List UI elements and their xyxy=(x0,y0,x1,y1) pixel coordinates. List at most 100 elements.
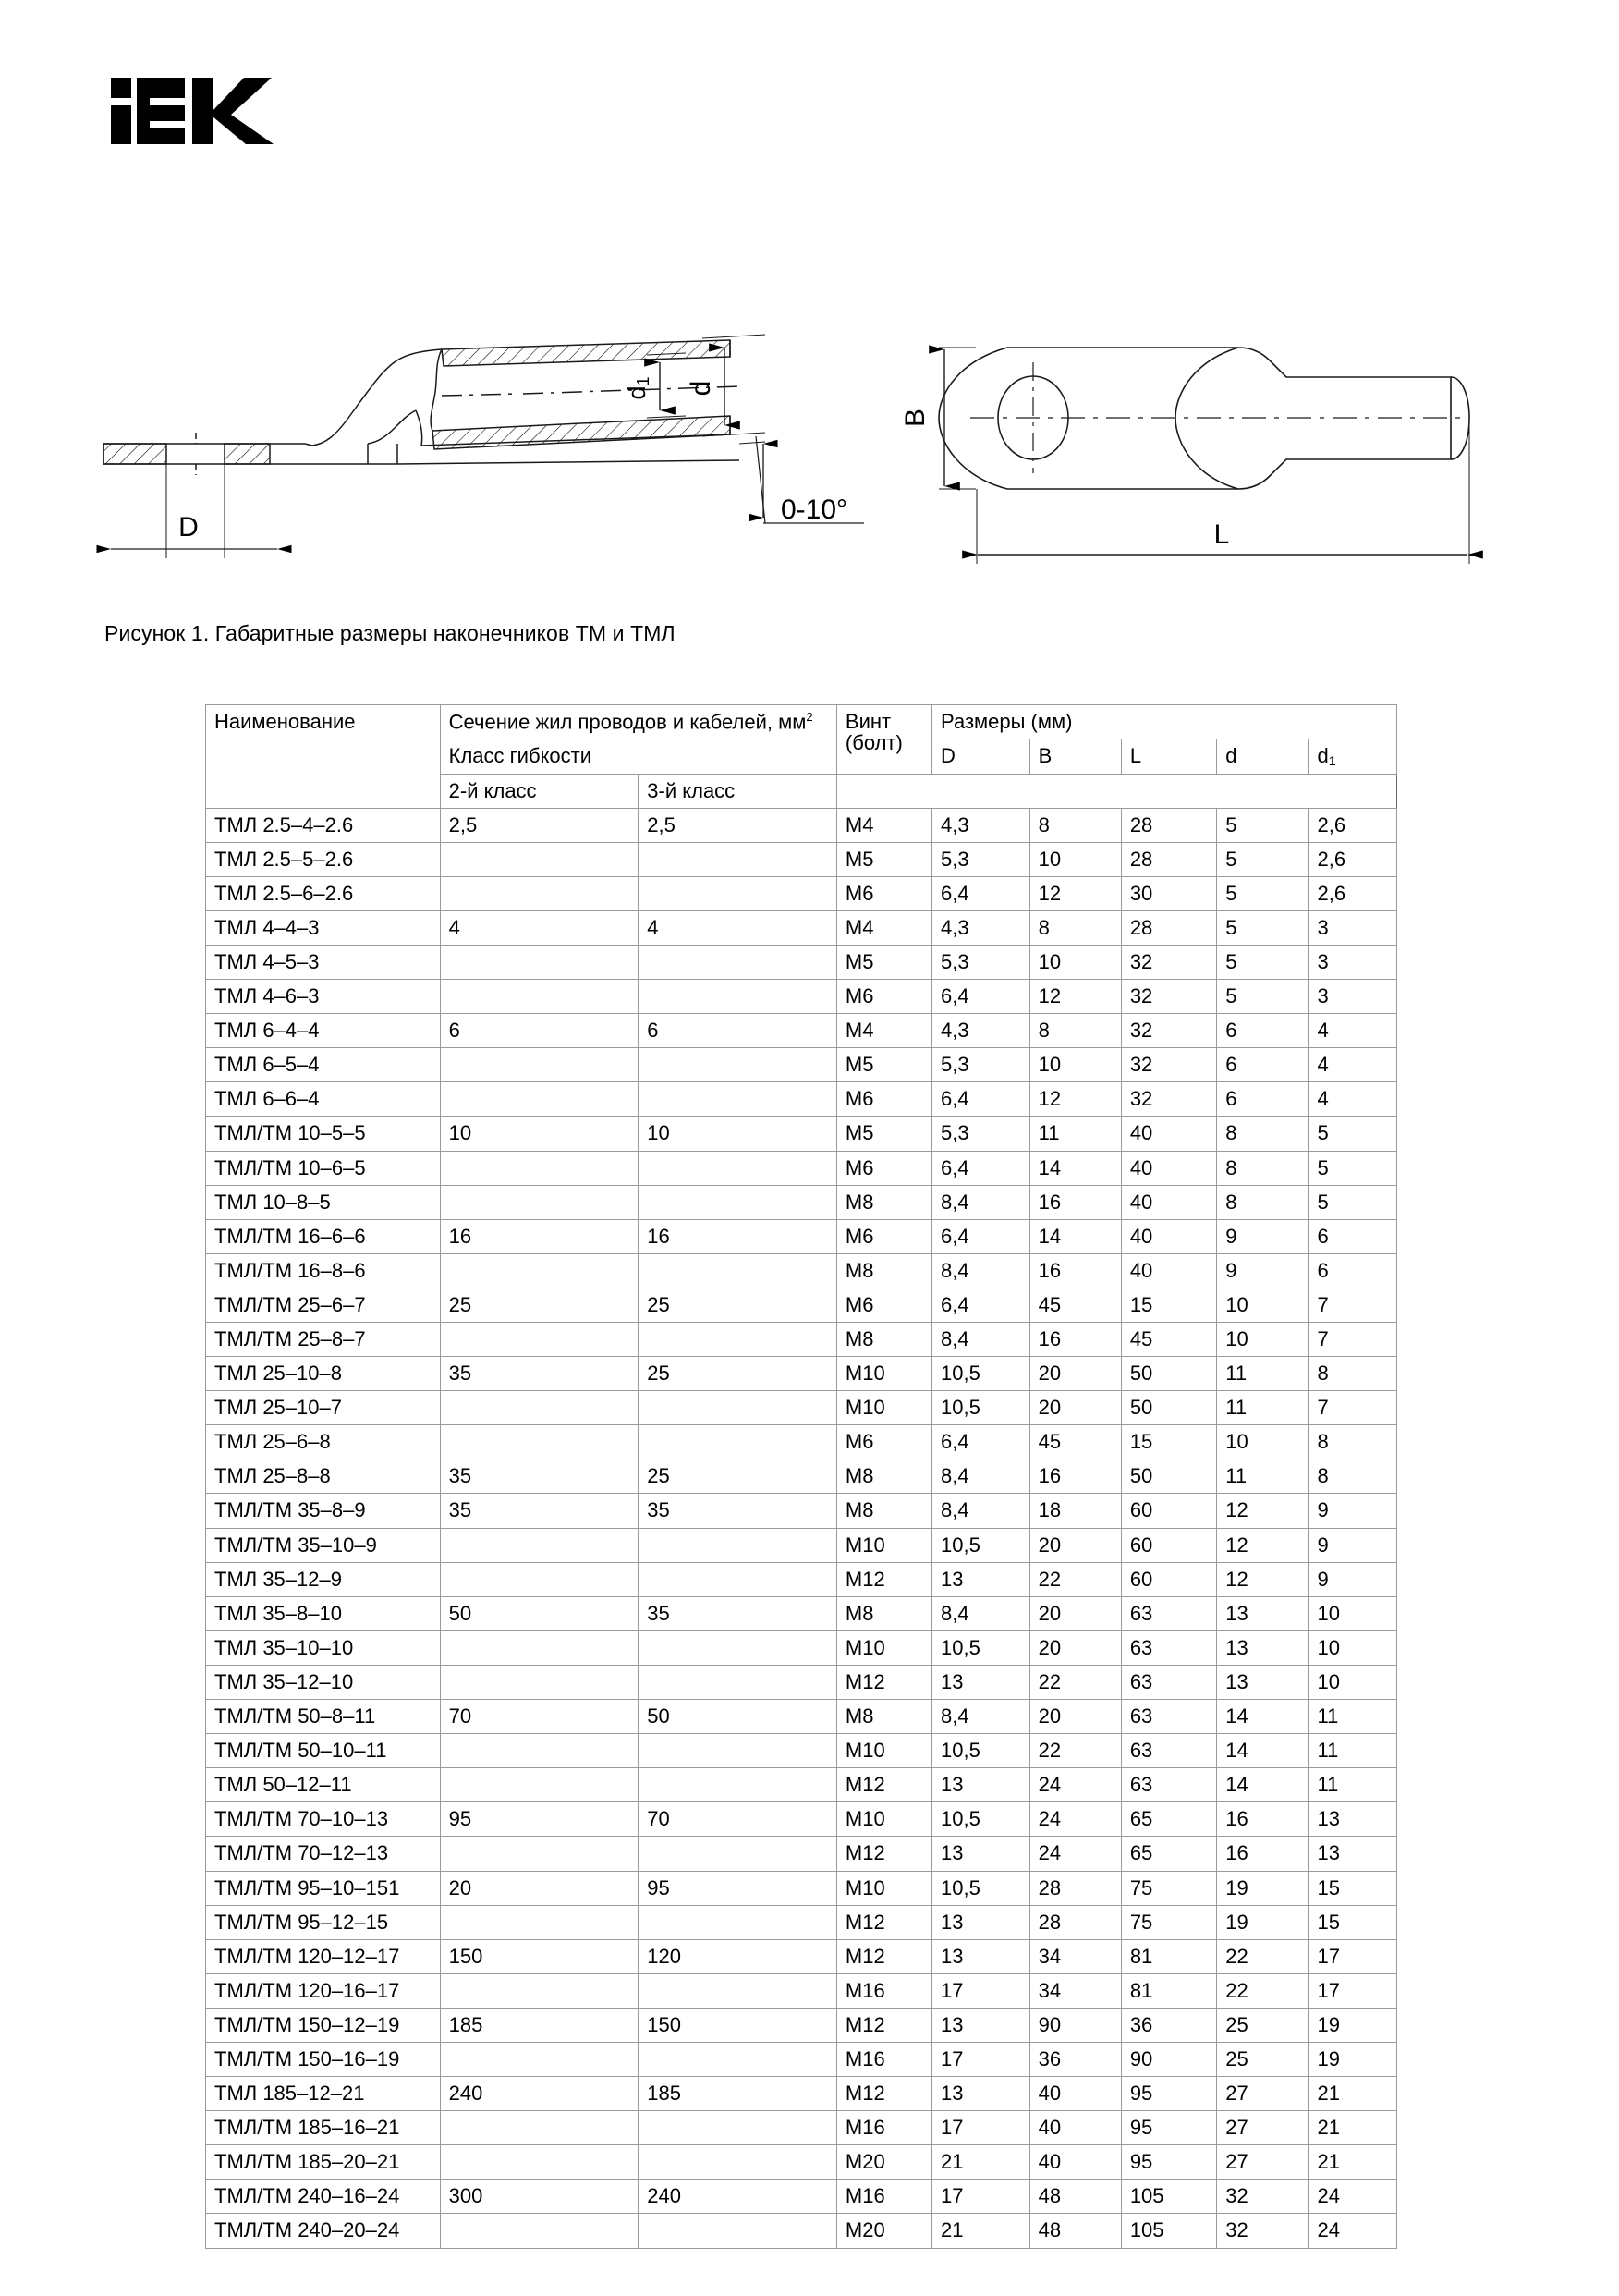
cell-d1: 9 xyxy=(1308,1493,1397,1529)
table-row: ТМЛ 35–8–10 50 35 М8 8,4 20 63 13 10 xyxy=(205,1595,1397,1631)
table-row: ТМЛ 6–6–4 М6 6,4 12 32 6 4 xyxy=(205,1081,1397,1117)
cell-L: 60 xyxy=(1120,1493,1218,1529)
table-row: ТМЛ 25–10–7 М10 10,5 20 50 11 7 xyxy=(205,1390,1397,1426)
cell-d: 10 xyxy=(1216,1424,1309,1460)
cell-class2: 300 xyxy=(439,2179,639,2215)
table-row: ТМЛ 50–12–11 М12 13 24 63 14 11 xyxy=(205,1767,1397,1803)
cell-L: 40 xyxy=(1120,1252,1218,1288)
cell-name: ТМЛ 10–8–5 xyxy=(205,1184,441,1220)
cell-screw: М20 xyxy=(835,2144,933,2180)
cell-class2 xyxy=(439,1664,639,1701)
cell-name: ТМЛ/ТМ 25–6–7 xyxy=(205,1287,441,1324)
cell-D: 10,5 xyxy=(931,1527,1030,1563)
cell-L: 32 xyxy=(1120,944,1218,981)
cell-class2 xyxy=(439,1047,639,1083)
cell-screw: М4 xyxy=(835,1013,933,1049)
table-row: ТМЛ 35–12–9 М12 13 22 60 12 9 xyxy=(205,1561,1397,1597)
cell-class3: 35 xyxy=(638,1493,837,1529)
cell-class3: 35 xyxy=(638,1595,837,1631)
label-B: B xyxy=(900,409,931,427)
table-row: ТМЛ 185–12–21 240 185 М12 13 40 95 27 21 xyxy=(205,2076,1397,2112)
cell-name: ТМЛ 2.5–5–2.6 xyxy=(205,841,441,877)
cell-B: 36 xyxy=(1029,2041,1122,2078)
cell-d1: 19 xyxy=(1308,2041,1397,2078)
cell-B: 90 xyxy=(1029,2007,1122,2043)
header-screw-line1: Винт xyxy=(845,710,892,733)
cell-L: 95 xyxy=(1120,2110,1218,2146)
cell-B: 40 xyxy=(1029,2110,1122,2146)
cell-name: ТМЛ/ТМ 95–10–151 xyxy=(205,1870,441,1906)
cell-L: 75 xyxy=(1120,1904,1218,1940)
cell-name: ТМЛ/ТМ 10–5–5 xyxy=(205,1116,441,1152)
cell-name: ТМЛ 35–12–10 xyxy=(205,1664,441,1701)
cell-D: 6,4 xyxy=(931,979,1030,1015)
cell-L: 32 xyxy=(1120,1013,1218,1049)
cell-class3 xyxy=(638,1184,837,1220)
cell-B: 11 xyxy=(1029,1116,1122,1152)
cell-screw: М8 xyxy=(835,1595,933,1631)
cell-d: 32 xyxy=(1216,2213,1309,2249)
header-D: D xyxy=(931,739,1030,775)
cell-d1: 24 xyxy=(1308,2213,1397,2249)
cell-screw: М8 xyxy=(835,1699,933,1735)
cell-L: 30 xyxy=(1120,875,1218,911)
cell-d: 9 xyxy=(1216,1252,1309,1288)
cell-d: 10 xyxy=(1216,1322,1309,1358)
cell-D: 10,5 xyxy=(931,1630,1030,1666)
cell-L: 32 xyxy=(1120,1047,1218,1083)
cell-screw: М12 xyxy=(835,2076,933,2112)
cell-class2 xyxy=(439,1424,639,1460)
cell-D: 8,4 xyxy=(931,1595,1030,1631)
cell-B: 16 xyxy=(1029,1459,1122,1495)
cell-screw: М5 xyxy=(835,1047,933,1083)
cell-d1: 5 xyxy=(1308,1116,1397,1152)
table-row: ТМЛ/ТМ 50–8–11 70 50 М8 8,4 20 63 14 11 xyxy=(205,1699,1397,1735)
cell-d1: 3 xyxy=(1308,979,1397,1015)
table-row: ТМЛ/ТМ 185–20–21 М20 21 40 95 27 21 xyxy=(205,2144,1397,2180)
cell-d1: 9 xyxy=(1308,1527,1397,1563)
cell-B: 12 xyxy=(1029,1081,1122,1117)
cell-class3 xyxy=(638,1836,837,1872)
cell-d: 19 xyxy=(1216,1870,1309,1906)
cell-class2: 50 xyxy=(439,1595,639,1631)
cell-L: 15 xyxy=(1120,1424,1218,1460)
cell-B: 48 xyxy=(1029,2179,1122,2215)
cell-d: 13 xyxy=(1216,1664,1309,1701)
cell-class2 xyxy=(439,1527,639,1563)
cell-class2 xyxy=(439,1904,639,1940)
cell-screw: М4 xyxy=(835,807,933,843)
cell-name: ТМЛ 6–4–4 xyxy=(205,1013,441,1049)
cell-d: 12 xyxy=(1216,1493,1309,1529)
cell-name: ТМЛ 25–10–8 xyxy=(205,1356,441,1392)
cell-B: 20 xyxy=(1029,1699,1122,1735)
cell-L: 95 xyxy=(1120,2144,1218,2180)
table-row: ТМЛ/ТМ 150–16–19 М16 17 36 90 25 19 xyxy=(205,2041,1397,2078)
label-D: D xyxy=(178,512,199,543)
cell-d1: 19 xyxy=(1308,2007,1397,2043)
cell-B: 34 xyxy=(1029,1972,1122,2009)
table-row: ТМЛ 25–6–8 М6 6,4 45 15 10 8 xyxy=(205,1424,1397,1460)
spec-table: Наименование Сечение жил проводов и кабе… xyxy=(205,703,1397,2249)
cell-class2: 35 xyxy=(439,1459,639,1495)
cell-L: 63 xyxy=(1120,1595,1218,1631)
cell-L: 63 xyxy=(1120,1630,1218,1666)
cell-class3 xyxy=(638,1767,837,1803)
table-row: ТМЛ/ТМ 35–8–9 35 35 М8 8,4 18 60 12 9 xyxy=(205,1493,1397,1529)
table-row: ТМЛ 2.5–5–2.6 М5 5,3 10 28 5 2,6 xyxy=(205,841,1397,877)
cell-L: 81 xyxy=(1120,1938,1218,1974)
cell-name: ТМЛ 25–6–8 xyxy=(205,1424,441,1460)
cell-screw: М8 xyxy=(835,1252,933,1288)
table-row: ТМЛ 4–5–3 М5 5,3 10 32 5 3 xyxy=(205,944,1397,981)
table-row: ТМЛ 35–12–10 М12 13 22 63 13 10 xyxy=(205,1664,1397,1701)
cell-L: 75 xyxy=(1120,1870,1218,1906)
cell-L: 65 xyxy=(1120,1836,1218,1872)
cell-name: ТМЛ 6–6–4 xyxy=(205,1081,441,1117)
cell-d1: 24 xyxy=(1308,2179,1397,2215)
cell-class3 xyxy=(638,1561,837,1597)
header-flex-class: Класс гибкости xyxy=(439,739,837,775)
cell-name: ТМЛ/ТМ 10–6–5 xyxy=(205,1150,441,1186)
cell-d: 12 xyxy=(1216,1561,1309,1597)
cell-class2 xyxy=(439,1630,639,1666)
table-row: ТМЛ 6–5–4 М5 5,3 10 32 6 4 xyxy=(205,1047,1397,1083)
